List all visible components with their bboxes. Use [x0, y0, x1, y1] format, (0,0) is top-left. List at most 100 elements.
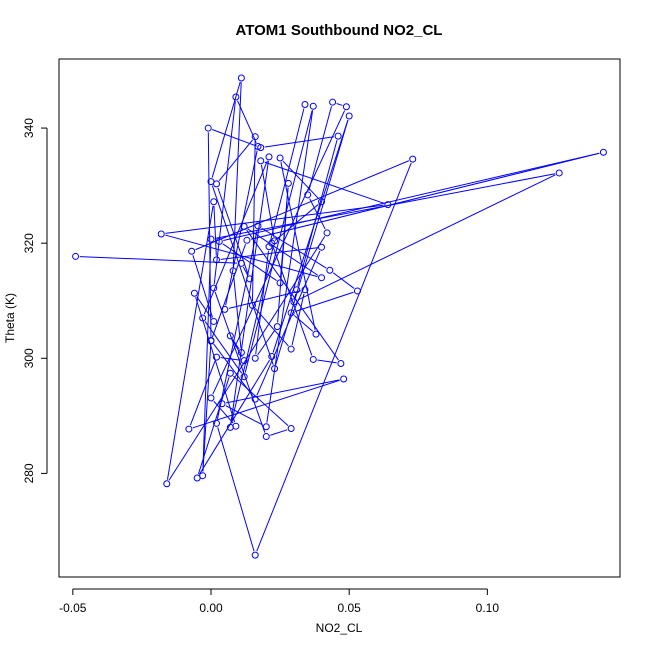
data-point — [555, 169, 563, 177]
data-point — [334, 132, 342, 140]
data-point — [318, 198, 326, 206]
series-segment — [260, 164, 275, 237]
data-point — [232, 422, 240, 430]
series-segment — [226, 379, 340, 404]
data-point — [246, 275, 254, 283]
data-point — [207, 337, 215, 345]
series-segment — [242, 266, 249, 276]
series-segment — [230, 244, 275, 424]
data-point — [257, 157, 265, 165]
data-point — [287, 309, 295, 317]
data-point — [409, 155, 417, 163]
data-point — [237, 349, 245, 357]
data-point — [276, 279, 284, 287]
series-segment — [166, 205, 214, 480]
chart-title: ATOM1 Southbound NO2_CL — [236, 22, 443, 39]
series-segment — [255, 250, 270, 355]
series-segment — [272, 246, 313, 356]
x-axis: -0.05 0.00 0.05 0.10 — [59, 588, 499, 615]
series-segment — [220, 247, 318, 260]
data-point — [213, 256, 221, 264]
x-tick-label: -0.05 — [59, 601, 87, 615]
series-segment — [317, 359, 337, 364]
data-point — [293, 286, 301, 294]
data-point — [326, 266, 334, 274]
series-segment — [192, 255, 213, 318]
data-point — [240, 357, 248, 365]
data-point — [262, 433, 270, 441]
series-segment — [165, 204, 384, 234]
series-segment — [202, 344, 212, 472]
data-point — [207, 394, 215, 402]
series-segment — [223, 152, 600, 241]
data-point — [215, 237, 223, 245]
series-segment — [256, 162, 412, 552]
series-segment — [297, 140, 338, 286]
data-point — [287, 425, 295, 433]
series-segment — [195, 160, 410, 251]
data-point — [240, 222, 248, 230]
data-point — [251, 395, 259, 403]
data-point — [265, 243, 273, 251]
data-point — [207, 178, 215, 186]
data-point — [248, 301, 256, 309]
data-point — [345, 112, 353, 120]
series-segment — [79, 256, 238, 264]
x-tick-label: 0.00 — [199, 601, 223, 615]
data-point — [284, 179, 292, 187]
series-segment — [213, 101, 236, 284]
series-segment — [291, 293, 305, 346]
series-segment — [233, 375, 289, 427]
data-point — [265, 153, 273, 161]
data-point — [318, 274, 326, 282]
data-point — [229, 267, 237, 275]
data-point — [384, 201, 392, 209]
y-tick-label: 300 — [22, 348, 36, 368]
data-point — [204, 124, 212, 132]
data-point — [251, 354, 259, 362]
data-point — [309, 355, 317, 363]
series-segment — [202, 243, 212, 472]
series-segment — [246, 229, 339, 361]
data-point — [268, 353, 276, 361]
data-point — [323, 229, 331, 237]
series-segment — [252, 140, 256, 302]
series-segment — [264, 136, 335, 148]
y-tick-label: 280 — [22, 463, 36, 483]
plot-frame — [58, 58, 621, 578]
data-point — [199, 314, 207, 322]
data-point — [243, 236, 251, 244]
series-segment — [294, 315, 314, 332]
series-segment — [222, 243, 277, 281]
data-point — [210, 198, 218, 206]
series-segment — [237, 100, 257, 143]
series-segment — [211, 244, 246, 338]
data-point — [254, 222, 262, 230]
data-point — [188, 247, 196, 255]
data-point — [271, 365, 279, 373]
series-segment — [264, 161, 385, 204]
data-point — [342, 103, 350, 111]
data-point — [185, 425, 193, 433]
data-point — [287, 345, 295, 353]
series-segment — [272, 119, 349, 353]
series-segment — [294, 293, 297, 298]
series-segment — [266, 110, 314, 423]
series-segment — [256, 250, 321, 396]
x-axis-label: NO2_CL — [316, 621, 363, 635]
series-segment — [297, 174, 556, 301]
series-segment — [207, 132, 212, 337]
data-point — [226, 332, 234, 340]
series-segment — [189, 360, 216, 426]
data-point — [309, 102, 317, 110]
series-segment — [213, 205, 217, 256]
data-point — [599, 148, 607, 156]
data-point — [301, 100, 309, 108]
data-point — [221, 305, 229, 313]
data-point — [157, 230, 165, 238]
series-segment — [168, 236, 326, 481]
data-point — [329, 98, 337, 106]
data-point — [190, 289, 198, 297]
series-segment — [198, 359, 271, 475]
series-segment — [230, 160, 269, 424]
